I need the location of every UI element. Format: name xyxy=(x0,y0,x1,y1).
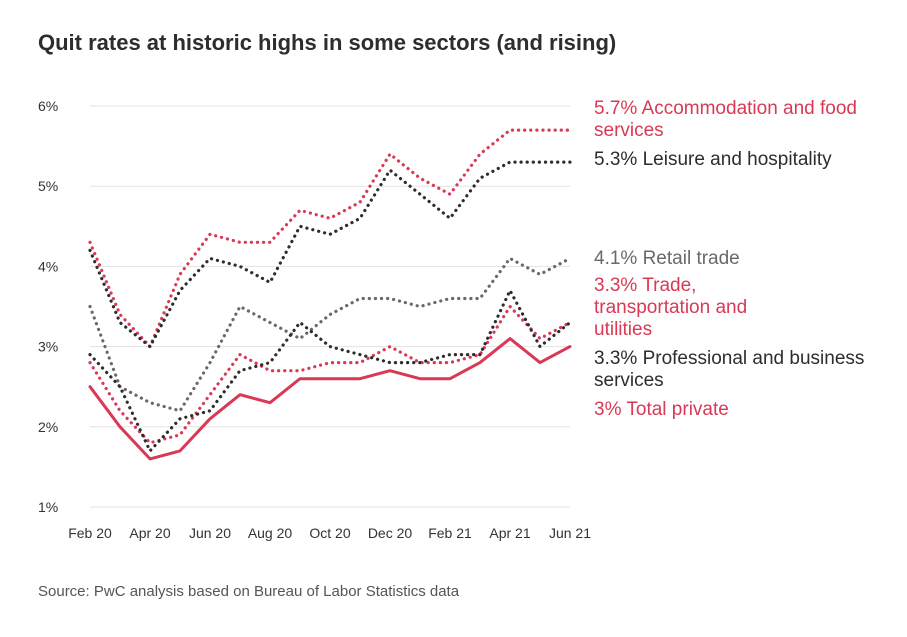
x-axis-ticks: Feb 20 Apr 20 Jun 20 Aug 20 Oct 20 Dec 20 Feb … xyxy=(68,525,591,541)
x-tick-label: Feb 20 xyxy=(68,525,112,541)
x-tick-label: Apr 21 xyxy=(489,525,530,541)
chart-title: Quit rates at historic highs in some sec… xyxy=(38,30,617,55)
y-axis-ticks: 6% 5% 4% 3% 2% 1% xyxy=(38,98,58,515)
legend-retail-trade: 4.1% Retail trade xyxy=(594,248,740,269)
series-line-trade-transportation-and-utilities xyxy=(88,304,572,445)
x-tick-label: Apr 20 xyxy=(129,525,170,541)
series-lines xyxy=(88,128,572,461)
y-tick-label: 3% xyxy=(38,339,58,355)
legend-leisure-hospitality: 5.3% Leisure and hospitality xyxy=(594,149,832,170)
series-line-total-private xyxy=(88,337,572,461)
y-tick-label: 5% xyxy=(38,178,58,194)
y-tick-label: 4% xyxy=(38,258,58,274)
series-line-retail-trade xyxy=(88,256,572,413)
series-line-leisure-and-hospitality xyxy=(88,160,572,349)
x-tick-label: Jun 20 xyxy=(189,525,231,541)
y-tick-label: 2% xyxy=(38,419,58,435)
x-tick-label: Feb 21 xyxy=(428,525,472,541)
x-tick-label: Oct 20 xyxy=(309,525,350,541)
legend-total-private: 3% Total private xyxy=(594,399,729,420)
x-tick-label: Jun 21 xyxy=(549,525,591,541)
y-tick-label: 6% xyxy=(38,98,58,114)
x-tick-label: Aug 20 xyxy=(248,525,293,541)
legend-trade-transport-utilities: 3.3% Trade, transportation and utilities xyxy=(594,275,748,340)
x-tick-label: Dec 20 xyxy=(368,525,413,541)
series-line-professional-and-business-services xyxy=(88,288,572,453)
legend-professional-business: 3.3% Professional and business services xyxy=(594,348,865,391)
y-tick-label: 1% xyxy=(38,499,58,515)
source-note: Source: PwC analysis based on Bureau of … xyxy=(38,583,460,600)
gridlines xyxy=(90,105,570,508)
legend-accommodation-food: 5.7% Accommodation and food services xyxy=(594,98,858,141)
